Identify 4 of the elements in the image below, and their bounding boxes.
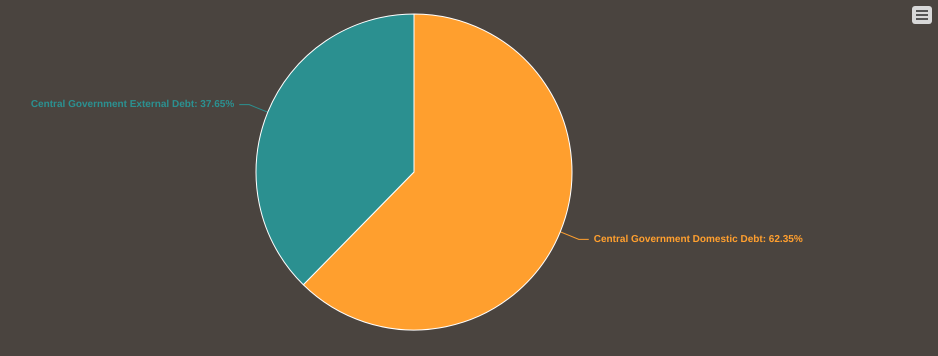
slice-label: Central Government Domestic Debt (594, 234, 764, 245)
slice-label: Central Government External Debt (30, 99, 195, 110)
data-label: : 37.65% (194, 99, 234, 110)
data-label: : 62.35% (762, 234, 803, 245)
